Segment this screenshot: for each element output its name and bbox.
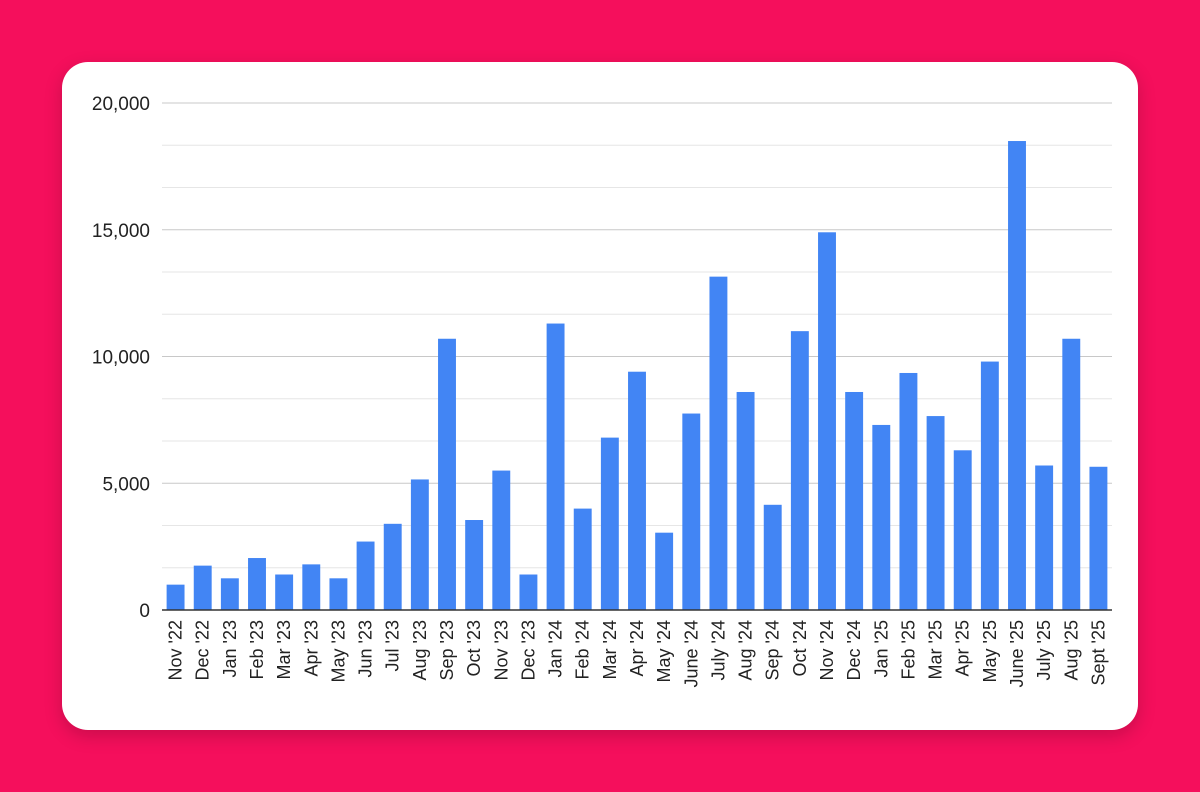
bar: [193, 565, 212, 610]
x-tick-label: Aug '24: [736, 620, 756, 681]
x-tick-label: Apr '23: [301, 620, 321, 676]
bar: [492, 470, 511, 610]
x-tick-label: Aug '23: [410, 620, 430, 681]
bar: [410, 479, 429, 610]
x-tick-label: May '23: [328, 620, 348, 682]
x-tick-label: June '24: [681, 620, 701, 688]
bar: [628, 371, 646, 610]
x-tick-label: Apr '25: [953, 620, 973, 676]
x-tick-label: Jan '23: [220, 620, 240, 677]
x-tick-label: July '24: [708, 620, 728, 680]
x-tick-label: Jul '23: [383, 620, 403, 671]
x-tick-label: Apr '24: [627, 620, 647, 676]
x-tick-label: Feb '25: [898, 620, 918, 679]
chart-card: [62, 62, 1138, 730]
bar: [790, 331, 809, 610]
bar: [1089, 466, 1108, 610]
y-tick-label: 10,000: [92, 348, 150, 369]
bar: [166, 584, 185, 610]
x-tick-label: Dec '22: [193, 620, 213, 680]
x-tick-label: Mar '23: [274, 620, 294, 679]
x-tick-label: May '25: [980, 620, 1000, 682]
bar: [383, 523, 402, 610]
x-tick-label: Dec '24: [844, 620, 864, 680]
x-tick-label: Aug '25: [1061, 620, 1081, 681]
bar: [600, 437, 619, 610]
x-tick-label: Nov '23: [491, 620, 511, 680]
x-tick-label: Mar '25: [926, 620, 946, 679]
bar: [655, 532, 674, 610]
x-tick-label: May '24: [654, 620, 674, 682]
bar: [220, 578, 239, 610]
x-tick-label: Sep '23: [437, 620, 457, 681]
bar: [302, 564, 321, 610]
bar: [248, 558, 266, 610]
bar: [682, 413, 701, 610]
bar: [1062, 338, 1081, 610]
x-tick-label: Nov '22: [166, 620, 186, 680]
bar: [818, 232, 836, 610]
x-tick-label: Oct '24: [790, 620, 810, 676]
x-tick-label: Oct '23: [464, 620, 484, 676]
bar: [845, 391, 864, 610]
bar: [736, 391, 755, 610]
x-tick-label: July '25: [1034, 620, 1054, 680]
x-tick-label: Sept '25: [1088, 620, 1108, 686]
bar: [763, 504, 782, 610]
x-tick-label: Sep '24: [763, 620, 783, 681]
bar: [275, 574, 294, 610]
x-tick-label: Jun '23: [356, 620, 376, 677]
y-tick-label: 20,000: [92, 94, 150, 115]
bar: [519, 574, 538, 610]
bar: [709, 276, 728, 610]
bar: [926, 416, 945, 610]
x-tick-label: Dec '23: [518, 620, 538, 680]
bar: [980, 361, 999, 610]
y-tick-label: 5,000: [102, 474, 150, 495]
x-tick-label: Feb '23: [247, 620, 267, 679]
y-tick-label: 15,000: [92, 221, 150, 242]
x-tick-label: June '25: [1007, 620, 1027, 688]
y-tick-label: 0: [139, 601, 150, 622]
bar: [546, 323, 565, 610]
bar: [899, 372, 918, 610]
bar: [438, 338, 456, 610]
bar: [465, 520, 484, 610]
bar: [356, 541, 375, 610]
bar: [872, 424, 891, 610]
bar: [1035, 465, 1054, 610]
bar: [953, 450, 972, 610]
x-tick-label: Nov '24: [817, 620, 837, 680]
bar: [1008, 141, 1026, 610]
bar: [329, 578, 348, 610]
x-tick-label: Jan '25: [871, 620, 891, 677]
x-tick-label: Mar '24: [600, 620, 620, 679]
x-tick-label: Feb '24: [573, 620, 593, 679]
bar: [573, 508, 592, 610]
x-tick-label: Jan '24: [546, 620, 566, 677]
